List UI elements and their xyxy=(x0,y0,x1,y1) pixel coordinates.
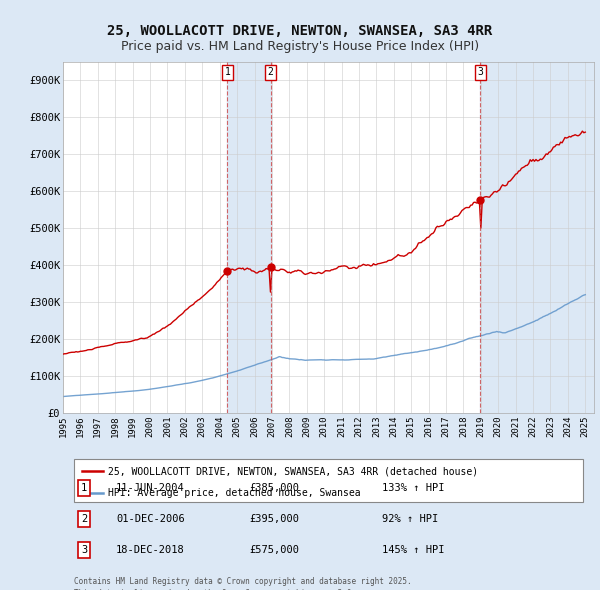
Text: 92% ↑ HPI: 92% ↑ HPI xyxy=(382,514,438,524)
Text: 133% ↑ HPI: 133% ↑ HPI xyxy=(382,483,444,493)
Bar xyxy=(480,62,594,413)
Text: 01-DEC-2006: 01-DEC-2006 xyxy=(116,514,185,524)
Text: 18-DEC-2018: 18-DEC-2018 xyxy=(116,545,185,555)
Text: 3: 3 xyxy=(477,67,483,77)
FancyBboxPatch shape xyxy=(74,459,583,502)
Text: 25, WOOLLACOTT DRIVE, NEWTON, SWANSEA, SA3 4RR (detached house): 25, WOOLLACOTT DRIVE, NEWTON, SWANSEA, S… xyxy=(108,466,478,476)
Text: £395,000: £395,000 xyxy=(249,514,299,524)
Text: 1: 1 xyxy=(81,483,88,493)
Bar xyxy=(227,62,271,413)
Text: 25, WOOLLACOTT DRIVE, NEWTON, SWANSEA, SA3 4RR: 25, WOOLLACOTT DRIVE, NEWTON, SWANSEA, S… xyxy=(107,24,493,38)
Text: 145% ↑ HPI: 145% ↑ HPI xyxy=(382,545,444,555)
Text: Contains HM Land Registry data © Crown copyright and database right 2025.
This d: Contains HM Land Registry data © Crown c… xyxy=(74,577,411,590)
Text: 3: 3 xyxy=(81,545,88,555)
Text: 2: 2 xyxy=(268,67,274,77)
Text: 2: 2 xyxy=(81,514,88,524)
Text: Price paid vs. HM Land Registry's House Price Index (HPI): Price paid vs. HM Land Registry's House … xyxy=(121,40,479,53)
Text: £385,000: £385,000 xyxy=(249,483,299,493)
Text: £575,000: £575,000 xyxy=(249,545,299,555)
Text: 11-JUN-2004: 11-JUN-2004 xyxy=(116,483,185,493)
Text: HPI: Average price, detached house, Swansea: HPI: Average price, detached house, Swan… xyxy=(108,489,361,499)
Text: 1: 1 xyxy=(224,67,230,77)
